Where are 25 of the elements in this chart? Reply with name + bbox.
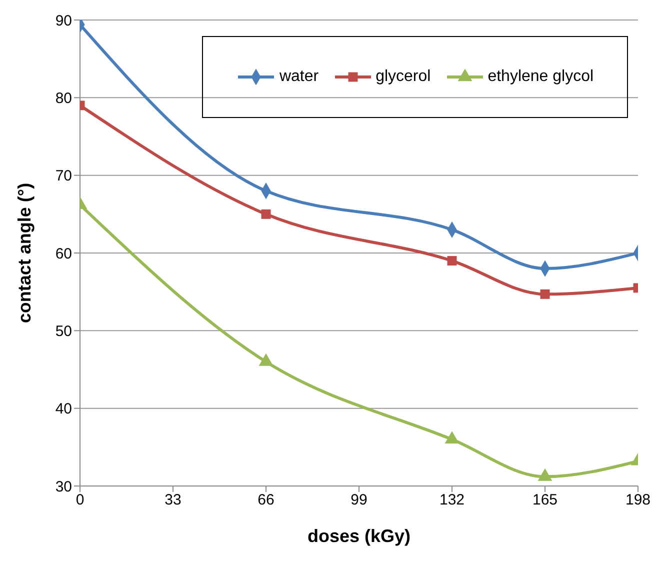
- legend-label: water: [279, 68, 319, 86]
- y-tick-label: 40: [55, 400, 72, 418]
- point: [258, 353, 274, 366]
- point: [538, 468, 552, 481]
- y-tick-label: 30: [55, 478, 72, 496]
- x-tick-label: 99: [350, 492, 368, 509]
- y-tick-label: 60: [55, 245, 72, 262]
- y-tick-label: 90: [55, 12, 72, 30]
- x-tick-label: 198: [625, 492, 651, 509]
- point: [447, 256, 457, 266]
- x-tick-label: 66: [258, 492, 274, 509]
- point: [261, 209, 271, 219]
- y-tick-label: 50: [55, 322, 72, 340]
- x-tick-label: 132: [439, 492, 465, 509]
- x-tick-label: 0: [76, 492, 84, 509]
- y-axis-title: contact angle (°): [14, 182, 34, 324]
- y-tick-label: 70: [55, 168, 72, 185]
- x-tick-label: 33: [164, 492, 182, 509]
- legend-label: glycerol: [376, 68, 431, 86]
- y-tick-label: 80: [55, 90, 72, 107]
- point: [444, 431, 460, 444]
- x-axis-title: doses (kGy): [307, 526, 411, 546]
- point: [540, 289, 550, 299]
- legend-label: ethylene glycol: [488, 68, 594, 86]
- x-tick-label: 165: [532, 492, 558, 509]
